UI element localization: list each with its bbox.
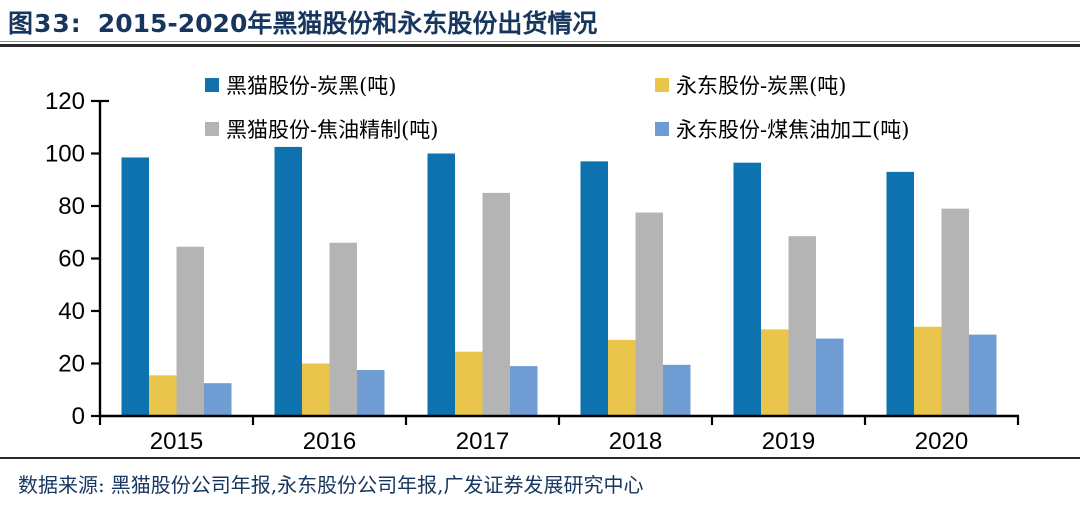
bar-2016-series2 [329,242,357,416]
bar-2016-series1 [302,363,330,416]
x-tick-label: 2019 [762,428,815,455]
y-tick-label: 100 [45,141,85,168]
bar-2015-series3 [204,383,232,416]
legend-swatch-icon [655,122,669,136]
x-tick-label: 2018 [609,428,662,455]
y-tick-label: 40 [58,298,85,325]
bar-2017-series1 [455,351,483,416]
bar-2020-series2 [941,208,969,416]
bar-2020-series0 [886,171,914,416]
legend-label: 永东股份-炭黑(吨) [676,74,847,98]
y-tick-label: 80 [58,193,85,220]
legend-label: 黑猫股份-炭黑(吨) [226,74,397,98]
bar-2018-series1 [608,339,636,416]
bar-2018-series2 [635,212,663,416]
bar-2018-series0 [580,161,608,416]
y-tick-label: 0 [72,403,85,430]
x-tick-label: 2015 [150,428,203,455]
data-source-label: 数据来源: [18,473,105,497]
divider-thick-line [0,44,1080,47]
legend-swatch-icon [205,78,219,92]
chart-legend: 黑猫股份-炭黑(吨) 永东股份-炭黑(吨) 黑猫股份-焦油精制(吨) 永东股份-… [205,70,909,144]
bar-2020-series1 [914,326,942,416]
bar-2017-series3 [510,366,538,416]
bar-chart-plot: 2015 2016 2017 2018 2019 2020 0 20 40 60 80 100 120 [45,88,1020,455]
legend-item-heimao-tanhei: 黑猫股份-炭黑(吨) [205,70,655,100]
bar-2019-series1 [761,329,789,416]
bar-2016-series3 [357,370,385,416]
title-divider [0,41,1080,47]
bar-2015-series1 [149,375,177,416]
figure-title: 2015-2020年黑猫股份和永东股份出货情况 [97,9,598,38]
legend-swatch-icon [205,122,219,136]
legend-swatch-icon [655,78,669,92]
bar-2015-series0 [121,157,149,416]
legend-item-heimao-jiaoyou: 黑猫股份-焦油精制(吨) [205,114,655,144]
bar-2017-series0 [427,153,455,416]
bar-2019-series0 [733,162,761,416]
bar-2017-series2 [482,192,510,416]
legend-item-yongdong-tanhei: 永东股份-炭黑(吨) [655,70,909,100]
data-source-bar: 数据来源: 黑猫股份公司年报,永东股份公司年报,广发证券发展研究中心 [0,457,1080,510]
y-tick-label: 120 [45,88,85,115]
legend-label: 永东股份-煤焦油加工(吨) [676,118,910,142]
bar-2019-series2 [788,236,816,416]
x-tick-label: 2017 [456,428,509,455]
data-source-text: 黑猫股份公司年报,永东股份公司年报,广发证券发展研究中心 [110,473,644,497]
bar-2016-series0 [274,146,302,416]
figure-title-bar: 图33: 2015-2020年黑猫股份和永东股份出货情况 [0,0,1080,39]
bar-2015-series2 [176,246,204,416]
x-tick-label: 2020 [915,428,968,455]
y-tick-label: 60 [58,246,85,273]
legend-label: 黑猫股份-焦油精制(吨) [226,118,439,142]
y-tick-label: 20 [58,351,85,378]
figure-number: 图33: [8,9,82,38]
bar-2019-series3 [816,338,844,416]
bar-2020-series3 [969,334,997,416]
bar-2018-series3 [663,364,691,416]
legend-item-yongdong-meijiaoyou: 永东股份-煤焦油加工(吨) [655,114,909,144]
x-tick-label: 2016 [303,428,356,455]
divider-thin-line [0,41,1080,42]
